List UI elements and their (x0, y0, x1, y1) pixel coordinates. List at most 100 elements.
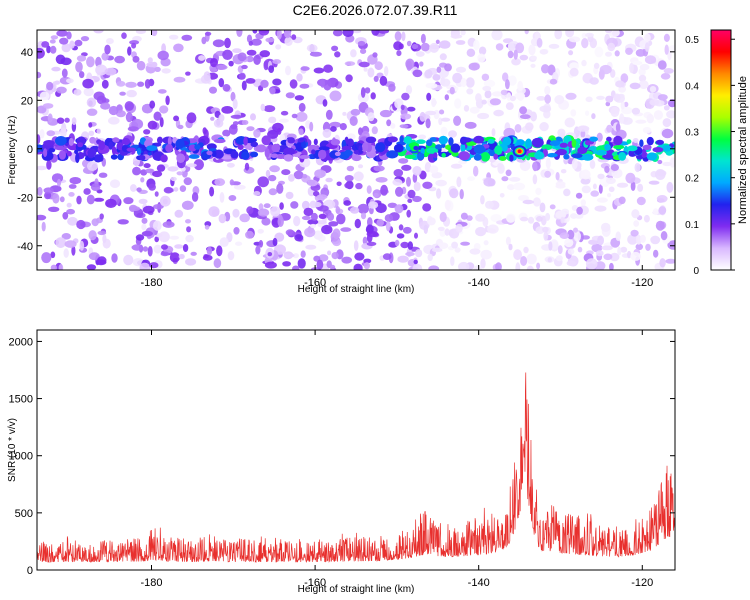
spectrogram-cell (216, 245, 223, 257)
spectrogram-band-cell (160, 154, 168, 163)
spectrogram-band-cell (66, 150, 72, 157)
spectrogram-cell (564, 117, 576, 128)
spectrogram-cell (354, 218, 361, 229)
spectrogram-band-cell (534, 151, 545, 160)
spectrogram-cell (253, 129, 261, 138)
spectrogram-cell (328, 221, 339, 227)
spectrogram-cell (370, 92, 376, 100)
spectrogram-cell (649, 86, 657, 93)
spectrogram-band-cell (375, 142, 386, 153)
spectrogram-cell (379, 75, 388, 86)
spectrogram-cell (574, 213, 584, 219)
spectrogram-cell (585, 258, 598, 270)
spectrogram-cell (497, 163, 503, 169)
spectrogram-cell (344, 61, 356, 66)
spectrogram-cell (252, 30, 258, 34)
spectrogram-cell (536, 262, 541, 270)
spectrogram-cell (186, 112, 197, 124)
spectrogram-cell (142, 246, 149, 252)
spectrogram-band-cell (639, 139, 644, 147)
spectrogram-cell (591, 243, 603, 253)
spectrogram-cell (599, 64, 612, 75)
spectrogram-panel: -180 -160 -140 -120 -40 -20 0 20 40 Height of s… (7, 29, 676, 295)
spectrogram-cell (241, 120, 249, 125)
spectrogram-cell (270, 206, 281, 217)
spectrogram-cell (93, 197, 105, 202)
spectrogram-cell (460, 77, 467, 88)
spectrogram-cell (590, 190, 599, 197)
spectrogram-cell (593, 62, 600, 69)
spectrogram-band-cell (89, 136, 96, 144)
spectrogram-cell (253, 191, 261, 196)
spectrogram-band-cell (176, 153, 186, 163)
spectrogram-cell (384, 66, 389, 77)
colorbar-tick-label: 0.5 (685, 35, 699, 46)
spectrogram-cell (222, 129, 231, 137)
spectrogram-cell (272, 237, 278, 247)
spectrogram-cell (108, 116, 120, 125)
spectrogram-cell (444, 94, 449, 101)
spectrogram-cell (204, 31, 212, 36)
spectrogram-cell (298, 128, 304, 136)
spectrogram-cell (251, 38, 262, 46)
spectrogram-cell (203, 71, 211, 81)
snr-y-axis-label: SNR (10 * v/v) (7, 418, 18, 482)
spectrogram-cell (154, 236, 159, 243)
spectrogram-cell (82, 78, 94, 89)
spectrogram-cell (313, 67, 325, 74)
spectrogram-cell (279, 202, 284, 210)
spectrogram-cell (157, 89, 167, 94)
spectrogram-cell (245, 78, 256, 84)
spectrogram-cell (625, 172, 636, 184)
spectrogram-cell (332, 228, 341, 239)
spectrogram-band-cell (549, 140, 561, 147)
spectrogram-cell (517, 80, 524, 92)
spectrogram-cell (489, 98, 501, 106)
spectrogram-cell (233, 184, 246, 190)
spectrogram-cell (353, 263, 363, 270)
spectrogram-cell (455, 223, 463, 233)
spectrogram-cell (111, 253, 118, 263)
spectrogram-cell (469, 248, 481, 255)
spectrogram-cell (664, 44, 669, 55)
spectrogram-cell (603, 253, 613, 261)
spectrogram-band-cell (646, 152, 658, 161)
spectrogram-cell (619, 113, 625, 124)
spectrogram-cell (449, 86, 455, 95)
spectrogram-cell (439, 53, 447, 61)
spectrogram-cell (331, 45, 339, 52)
spectrogram-cell (360, 48, 367, 54)
colorbar-ticks: 0 0.1 0.2 0.3 0.4 0.5 (685, 35, 735, 277)
spectrogram-cell (532, 197, 541, 207)
spectrogram-cell (185, 71, 191, 76)
spectrogram-cell (614, 50, 620, 57)
spectrogram-cell (159, 195, 171, 207)
spectrogram-cell (141, 217, 148, 224)
spectrogram-cell (406, 60, 412, 71)
spectrogram-cell (644, 42, 650, 52)
spectrogram-band-cell (249, 151, 259, 158)
spectrogram-x-tick-label: -180 (140, 277, 162, 289)
spectrogram-cell (399, 124, 409, 129)
spectrogram-cell (648, 180, 660, 185)
spectrogram-cell (182, 244, 189, 252)
spectrogram-cell (660, 231, 668, 241)
spectrogram-cell (379, 109, 392, 118)
spectrogram-cell (123, 197, 134, 205)
spectrogram-cell (66, 202, 72, 208)
spectrogram-cell (511, 58, 521, 66)
spectrogram-band-cell (641, 148, 647, 158)
spectrogram-cell (334, 51, 341, 58)
spectrogram-cell (618, 196, 626, 205)
page-title: C2E6.2026.072.07.39.R11 (292, 2, 458, 18)
spectrogram-cell (661, 128, 674, 139)
spectrogram-cell (357, 164, 364, 169)
spectrogram-cell (129, 40, 140, 45)
spectrogram-cell (392, 178, 403, 186)
spectrogram-cell (513, 49, 518, 60)
spectrogram-cell (204, 224, 210, 230)
spectrogram-cell (167, 166, 179, 172)
spectrogram-cell (86, 97, 97, 108)
spectrogram-cell (99, 213, 104, 220)
spectrogram-cell (577, 246, 583, 253)
